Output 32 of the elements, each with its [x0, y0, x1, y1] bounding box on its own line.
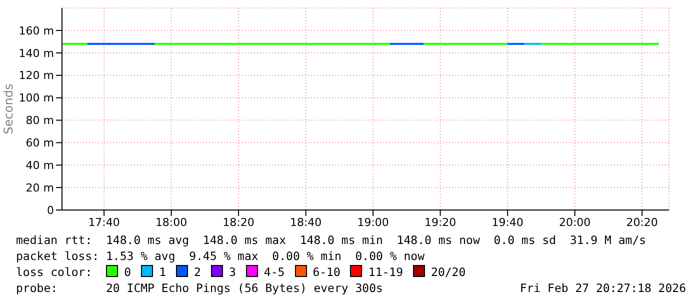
- text: Fri Feb 27 20:27:18 2026: [520, 280, 686, 296]
- legend-label: 1: [158, 265, 166, 279]
- legend-label: 11-19: [367, 265, 404, 279]
- x-tick-label: 18:40: [290, 216, 322, 229]
- y-tick-label: 120 m: [18, 69, 54, 82]
- y-tick-label: 20 m: [26, 181, 54, 194]
- x-tick-label: 18:20: [222, 216, 254, 229]
- legend-label: 3: [228, 265, 236, 279]
- y-tick-label: 40 m: [26, 159, 54, 172]
- text: probe: 20 ICMP Echo Pings (56 Bytes) every 300s: [16, 280, 383, 296]
- y-tick-label: 60 m: [26, 136, 54, 150]
- text: median rtt: 148.0 ms avg 148.0 ms max 148.0 ms min 148.0 ms now 0.0 ms sd 31.9 M am/s: [16, 232, 648, 248]
- y-tick-label: 160 m: [18, 24, 54, 38]
- legend-label: 6-10: [312, 265, 340, 279]
- y-axis-title: Seconds: [1, 84, 16, 134]
- legend-label: 20/20: [430, 265, 466, 279]
- x-tick-label: 19:00: [357, 216, 389, 229]
- x-tick-label: 17:40: [88, 216, 120, 229]
- legend-title: loss color:: [16, 265, 92, 279]
- legend-label: 4-5: [262, 265, 285, 279]
- text: packet loss: 1.53 % avg 9.45 % max 0.00 % min 0.00 % now: [16, 248, 426, 264]
- y-tick-label: 100 m: [18, 92, 54, 105]
- legend-label: 2: [193, 265, 201, 279]
- x-tick-label: 19:40: [492, 216, 524, 229]
- y-tick-label: 80 m: [26, 114, 54, 128]
- x-tick-label: 18:00: [155, 216, 188, 229]
- legend-label: 0: [123, 265, 132, 279]
- y-tick-label: 0: [47, 204, 54, 217]
- y-tick-label: 140 m: [18, 46, 54, 60]
- x-tick-label: 20:00: [558, 216, 591, 229]
- x-tick-label: 20:20: [626, 216, 658, 229]
- x-tick-label: 19:20: [424, 216, 456, 229]
